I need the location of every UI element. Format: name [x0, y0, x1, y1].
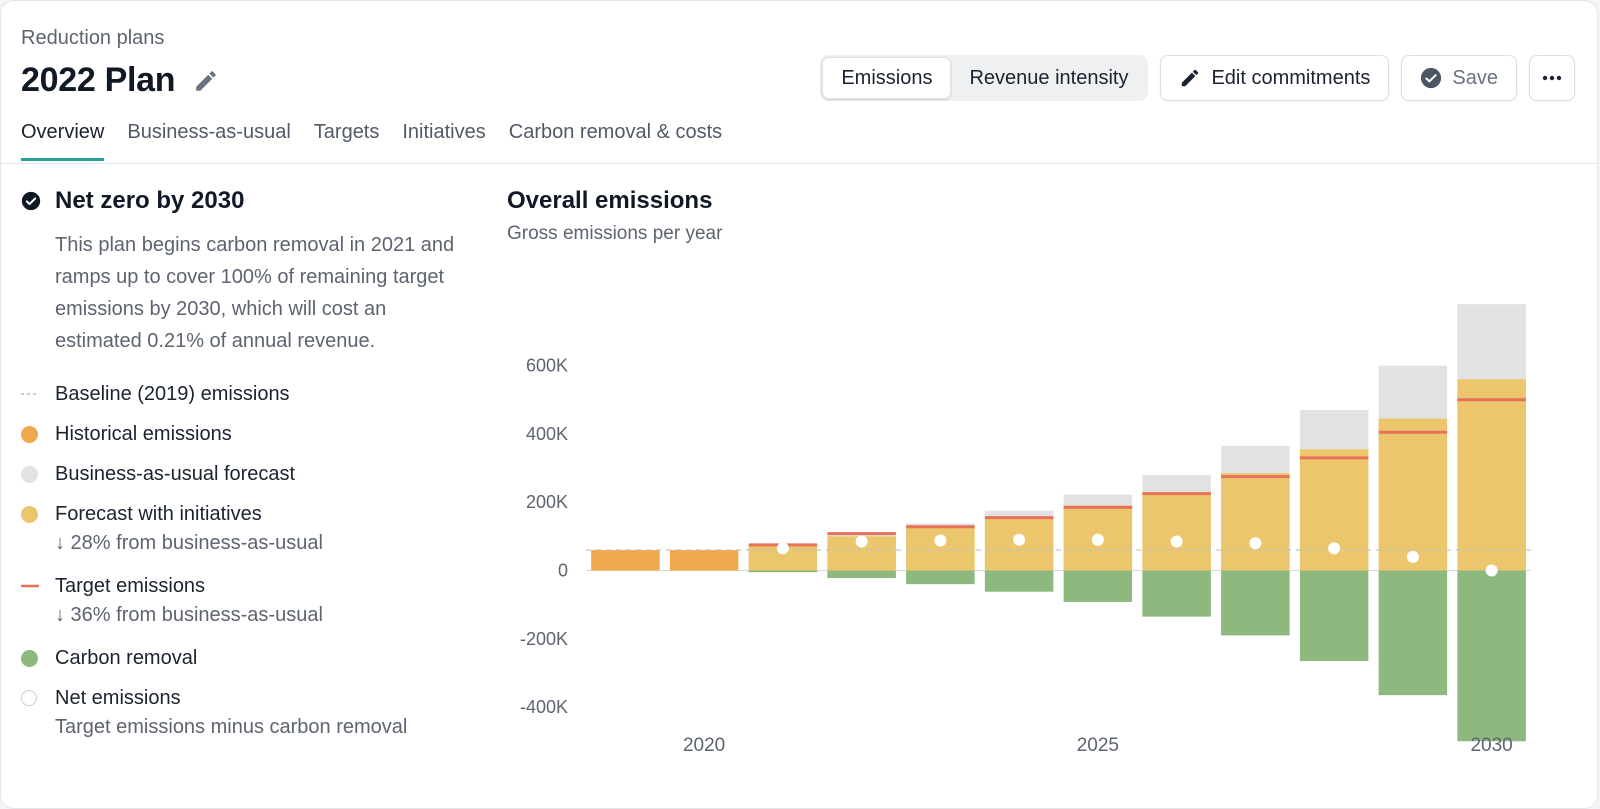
check-circle-icon — [1421, 67, 1442, 89]
tab-carbon-removal-costs[interactable]: Carbon removal & costs — [508, 121, 723, 143]
initiatives-dot-icon — [21, 501, 55, 527]
legend-label: Historical emissions — [55, 423, 232, 445]
net-emissions-dot — [855, 535, 868, 548]
chart-legend: Baseline (2019) emissions Historical emi… — [21, 381, 461, 743]
legend-sublabel: ↓ 36% from business-as-usual — [55, 604, 323, 626]
x-tick-label: 2020 — [683, 735, 725, 756]
emissions-chart: -400K -200K 0 200K 400K 600K 2020 2025 2030 — [520, 304, 1531, 756]
carbon-removal-bar — [1221, 570, 1290, 636]
carbon-removal-bar — [748, 570, 818, 573]
y-tick-label: 200K — [526, 492, 568, 512]
title-row: 2022 Plan — [21, 61, 219, 100]
legend-item-initiatives: Forecast with initiatives ↓ 28% from bus… — [21, 501, 461, 559]
net-emissions-dot — [934, 534, 947, 547]
x-tick-label: 2025 — [1077, 735, 1119, 756]
bau-dot-icon — [21, 461, 55, 487]
y-tick-label: -200K — [520, 629, 568, 649]
legend-label: Carbon removal — [55, 647, 198, 669]
tab-initiatives[interactable]: Initiatives — [402, 121, 486, 143]
carbon-removal-bar — [1299, 570, 1369, 661]
tab-business-as-usual[interactable]: Business-as-usual — [127, 121, 291, 143]
legend-item-net: Net emissions Target emissions minus car… — [21, 685, 461, 743]
more-options-button[interactable] — [1529, 55, 1575, 101]
goal-title: Net zero by 2030 — [55, 187, 245, 214]
legend-item-baseline: Baseline (2019) emissions — [21, 381, 461, 407]
target-line-icon — [21, 573, 55, 599]
page-title: 2022 Plan — [21, 61, 176, 99]
toggle-revenue-intensity[interactable]: Revenue intensity — [951, 57, 1146, 99]
check-circle-icon — [21, 191, 41, 211]
legend-label: Business-as-usual forecast — [55, 463, 296, 485]
historical-dot-icon — [21, 421, 55, 447]
legend-label: Target emissions — [55, 575, 206, 597]
legend-label: Baseline (2019) emissions — [55, 383, 290, 405]
legend-sublabel: ↓ 28% from business-as-usual — [55, 532, 323, 554]
edit-commitments-button[interactable]: Edit commitments — [1160, 55, 1390, 101]
legend-item-historical: Historical emissions — [21, 421, 461, 447]
edit-title-pencil-icon[interactable] — [193, 68, 219, 94]
historical-bar — [669, 550, 739, 571]
legend-item-target: Target emissions ↓ 36% from business-as-… — [21, 573, 461, 631]
edit-commitments-label: Edit commitments — [1211, 66, 1371, 89]
legend-item-bau: Business-as-usual forecast — [21, 461, 461, 487]
carbon-removal-bar — [1378, 570, 1448, 696]
initiatives-forecast-bar — [1221, 473, 1290, 571]
save-label: Save — [1452, 66, 1498, 89]
legend-sublabel: Target emissions minus carbon removal — [55, 716, 408, 738]
net-emissions-dot — [1013, 533, 1026, 546]
carbon-removal-bar — [827, 570, 896, 579]
removal-dot-icon — [21, 645, 55, 671]
net-emissions-dot — [1328, 542, 1341, 555]
initiatives-forecast-bar — [1142, 491, 1211, 571]
goal-heading: Net zero by 2030 — [21, 187, 461, 215]
pencil-icon — [1182, 69, 1199, 87]
carbon-removal-bar — [1063, 570, 1133, 602]
chart-subtitle: Gross emissions per year — [507, 223, 723, 244]
breadcrumb[interactable]: Reduction plans — [21, 27, 165, 49]
x-tick-label: 2030 — [1470, 735, 1512, 756]
carbon-removal-bar — [1457, 570, 1526, 742]
legend-label: Forecast with initiatives — [55, 503, 262, 525]
net-emissions-dot — [1170, 535, 1183, 548]
net-emissions-dot — [1091, 533, 1104, 546]
chart-title: Overall emissions — [507, 187, 713, 214]
tabs-divider — [1, 163, 1597, 164]
view-toggle: Emissions Revenue intensity — [820, 55, 1149, 101]
tab-bar: Overview Business-as-usual Targets Initi… — [21, 121, 722, 161]
toggle-emissions[interactable]: Emissions — [822, 57, 952, 99]
carbon-removal-bar — [1142, 570, 1211, 617]
y-tick-label: 0 — [558, 561, 568, 581]
header-actions: Emissions Revenue intensity Edit commitm… — [820, 55, 1575, 101]
goal-description: This plan begins carbon removal in 2021 … — [55, 234, 455, 352]
save-button[interactable]: Save — [1401, 55, 1517, 101]
y-tick-label: 400K — [526, 424, 568, 444]
historical-bar — [591, 550, 660, 571]
dashed-line-icon — [21, 381, 55, 407]
legend-item-removal: Carbon removal — [21, 645, 461, 671]
y-tick-label: 600K — [526, 356, 568, 376]
net-emissions-dot — [1485, 564, 1498, 577]
net-hollow-dot-icon — [21, 685, 55, 711]
initiatives-forecast-bar — [906, 527, 975, 571]
carbon-removal-bar — [984, 570, 1054, 592]
y-tick-label: -400K — [520, 697, 568, 717]
carbon-removal-bar — [906, 570, 975, 585]
net-emissions-dot — [1249, 537, 1262, 550]
initiatives-forecast-bar — [1378, 418, 1448, 571]
more-horizontal-icon — [1542, 75, 1562, 81]
plan-summary-panel: Net zero by 2030 This plan begins carbon… — [21, 187, 461, 757]
legend-label: Net emissions — [55, 687, 181, 709]
initiatives-forecast-bar — [1457, 379, 1526, 571]
net-emissions-dot — [1406, 550, 1419, 563]
tab-overview[interactable]: Overview — [21, 121, 105, 161]
net-emissions-dot — [776, 542, 789, 555]
tab-targets[interactable]: Targets — [313, 121, 380, 143]
chart-header: Overall emissions Gross emissions per ye… — [507, 187, 722, 245]
